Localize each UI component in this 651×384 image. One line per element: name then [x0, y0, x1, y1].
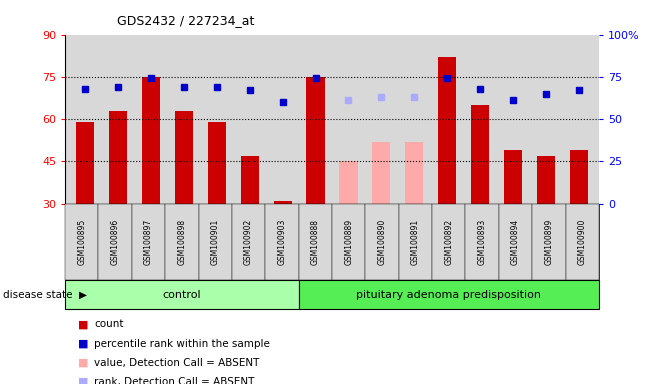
Bar [339, 161, 357, 204]
Text: GSM100897: GSM100897 [144, 219, 153, 265]
Bar [241, 156, 258, 204]
Text: disease state  ▶: disease state ▶ [3, 290, 87, 300]
Bar [208, 122, 226, 204]
Text: GSM100901: GSM100901 [211, 219, 220, 265]
Bar [570, 150, 589, 204]
Text: GSM100892: GSM100892 [444, 219, 453, 265]
Text: GSM100900: GSM100900 [577, 219, 587, 265]
Bar [438, 57, 456, 204]
Text: GSM100890: GSM100890 [378, 219, 387, 265]
Text: GSM100898: GSM100898 [177, 219, 186, 265]
Text: rank, Detection Call = ABSENT: rank, Detection Call = ABSENT [94, 377, 255, 384]
Text: GDS2432 / 227234_at: GDS2432 / 227234_at [117, 14, 255, 27]
Bar [174, 111, 193, 204]
Text: control: control [163, 290, 201, 300]
Bar [109, 111, 127, 204]
Text: ■: ■ [78, 377, 89, 384]
Text: GSM100895: GSM100895 [77, 219, 87, 265]
Bar [76, 122, 94, 204]
Text: GSM100894: GSM100894 [511, 219, 520, 265]
Text: percentile rank within the sample: percentile rank within the sample [94, 339, 270, 349]
Text: value, Detection Call = ABSENT: value, Detection Call = ABSENT [94, 358, 260, 368]
Text: ■: ■ [78, 339, 89, 349]
Text: GSM100888: GSM100888 [311, 219, 320, 265]
Bar [372, 142, 391, 204]
Text: GSM100896: GSM100896 [111, 219, 120, 265]
Text: GSM100891: GSM100891 [411, 219, 420, 265]
Text: GSM100893: GSM100893 [478, 219, 487, 265]
Text: pituitary adenoma predisposition: pituitary adenoma predisposition [356, 290, 541, 300]
Bar [471, 105, 490, 204]
Bar [273, 201, 292, 204]
Text: GSM100899: GSM100899 [544, 219, 553, 265]
Text: count: count [94, 319, 124, 329]
Bar [307, 77, 325, 204]
Text: GSM100903: GSM100903 [277, 219, 286, 265]
Bar [537, 156, 555, 204]
Text: ■: ■ [78, 319, 89, 329]
Bar [406, 142, 423, 204]
Text: GSM100889: GSM100889 [344, 219, 353, 265]
Bar [142, 77, 160, 204]
Bar [504, 150, 522, 204]
Text: ■: ■ [78, 358, 89, 368]
Text: GSM100902: GSM100902 [244, 219, 253, 265]
